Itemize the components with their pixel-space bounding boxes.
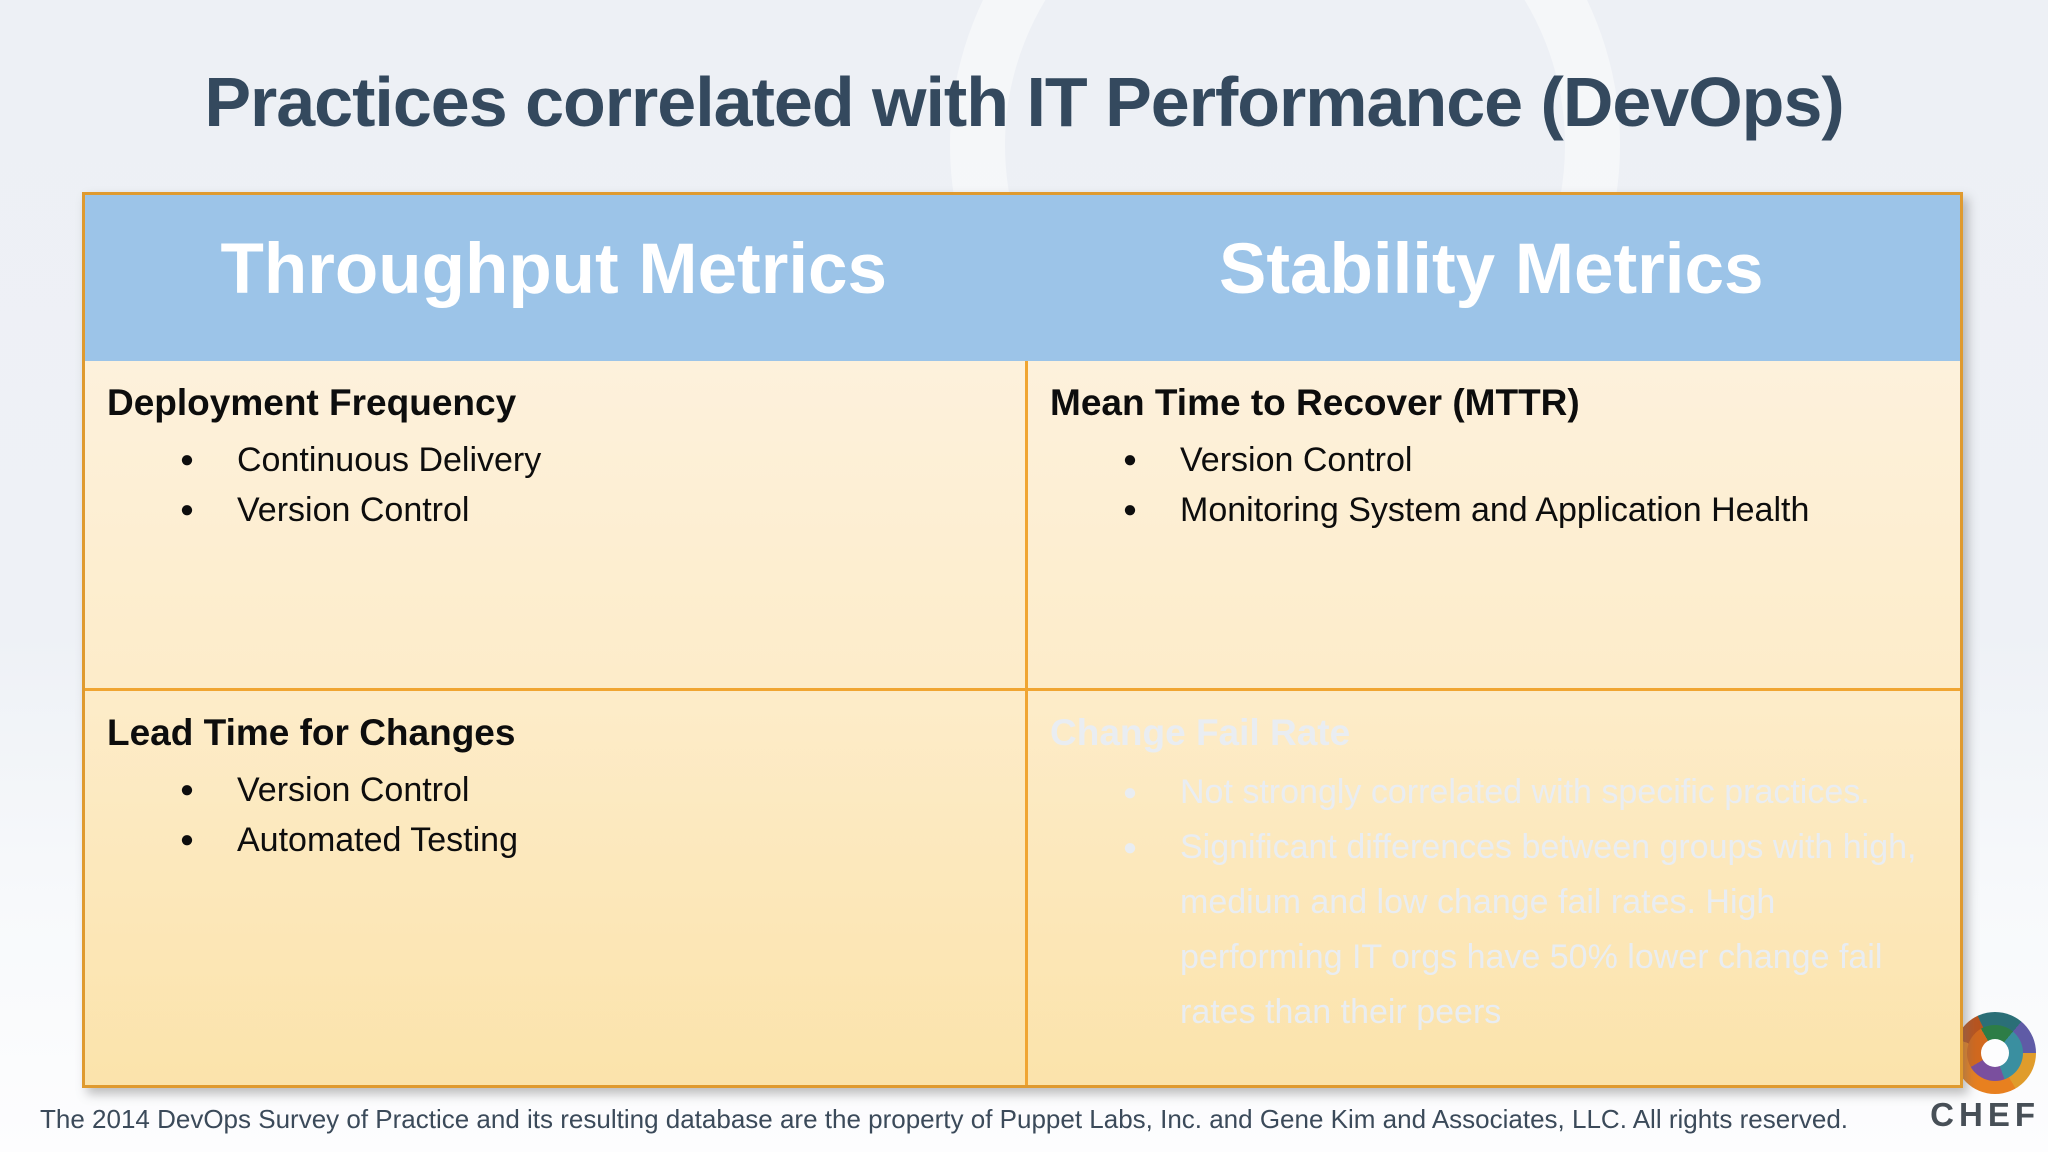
bullet-label: Not strongly correlated with specific pr… <box>1180 773 1870 812</box>
bullet-icon: ● <box>1122 779 1138 807</box>
cell-deployment-frequency: Deployment Frequency ● Continuous Deliver… <box>85 361 1028 691</box>
bullet-label: Significant differences between groups w… <box>1180 828 1917 1032</box>
bullet-item: ● Continuous Delivery <box>137 435 999 485</box>
chef-wordmark: CHEF <box>1930 1096 2040 1133</box>
table-header-row: Throughput Metrics Stability Metrics <box>85 195 1960 361</box>
cell-heading: Deployment Frequency <box>107 382 517 423</box>
bullet-label: Version Control <box>237 491 470 530</box>
cell-heading: Mean Time to Recover (MTTR) <box>1050 382 1580 423</box>
table-body: Deployment Frequency ● Continuous Deliver… <box>85 361 1960 1085</box>
bullet-item: ● Significant differences between groups … <box>1080 820 1934 1040</box>
bullet-item: ● Automated Testing <box>137 815 999 865</box>
bullet-item: ● Not strongly correlated with specific p… <box>1080 765 1934 820</box>
bullet-list: ● Version Control ● Monitoring System and A… <box>1050 435 1934 535</box>
bullet-icon: ● <box>179 776 195 804</box>
bullet-list: ● Not strongly correlated with specific p… <box>1050 765 1934 1040</box>
bullet-label: Automated Testing <box>237 821 518 860</box>
bullet-icon: ● <box>179 496 195 524</box>
cell-lead-time-for-changes: Lead Time for Changes ● Version Control ● A… <box>85 691 1028 1085</box>
cell-heading: Change Fail Rate <box>1050 712 1351 753</box>
bullet-icon: ● <box>179 826 195 854</box>
bullet-label: Continuous Delivery <box>237 441 542 480</box>
bullet-list: ● Version Control ● Automated Testing <box>107 765 999 865</box>
bullet-item: ● Monitoring System and Application Healt… <box>1080 485 1934 535</box>
slide-title: Practices correlated with IT Performance… <box>204 63 1844 141</box>
bullet-icon: ● <box>1122 446 1138 474</box>
bullet-icon: ● <box>1122 496 1138 524</box>
bullet-icon: ● <box>179 446 195 474</box>
bullet-label: Version Control <box>1180 441 1413 480</box>
chef-logo: CHEF <box>1918 1012 2040 1134</box>
bullet-icon: ● <box>1122 834 1138 862</box>
cell-heading: Lead Time for Changes <box>107 712 516 753</box>
column-header-stability-metrics: Stability Metrics <box>1219 229 1764 309</box>
cell-change-fail-rate: Change Fail Rate ● Not strongly correlate… <box>1028 691 1960 1085</box>
bullet-item: ● Version Control <box>137 765 999 815</box>
bullet-item: ● Version Control <box>1080 435 1934 485</box>
bullet-item: ● Version Control <box>137 485 999 535</box>
column-header-throughput-metrics: Throughput Metrics <box>220 229 888 309</box>
footer-disclaimer: The 2014 DevOps Survey of Practice and i… <box>40 1104 1849 1134</box>
bullet-list: ● Continuous Delivery ● Version Control <box>107 435 999 535</box>
cell-mean-time-to-recover: Mean Time to Recover (MTTR) ● Version Con… <box>1028 361 1960 691</box>
metrics-table: Throughput Metrics Stability Metrics Dep… <box>82 192 1963 1088</box>
chef-logo-icon <box>1954 1012 2036 1094</box>
bullet-label: Monitoring System and Application Health <box>1180 491 1810 530</box>
bullet-label: Version Control <box>237 771 470 810</box>
